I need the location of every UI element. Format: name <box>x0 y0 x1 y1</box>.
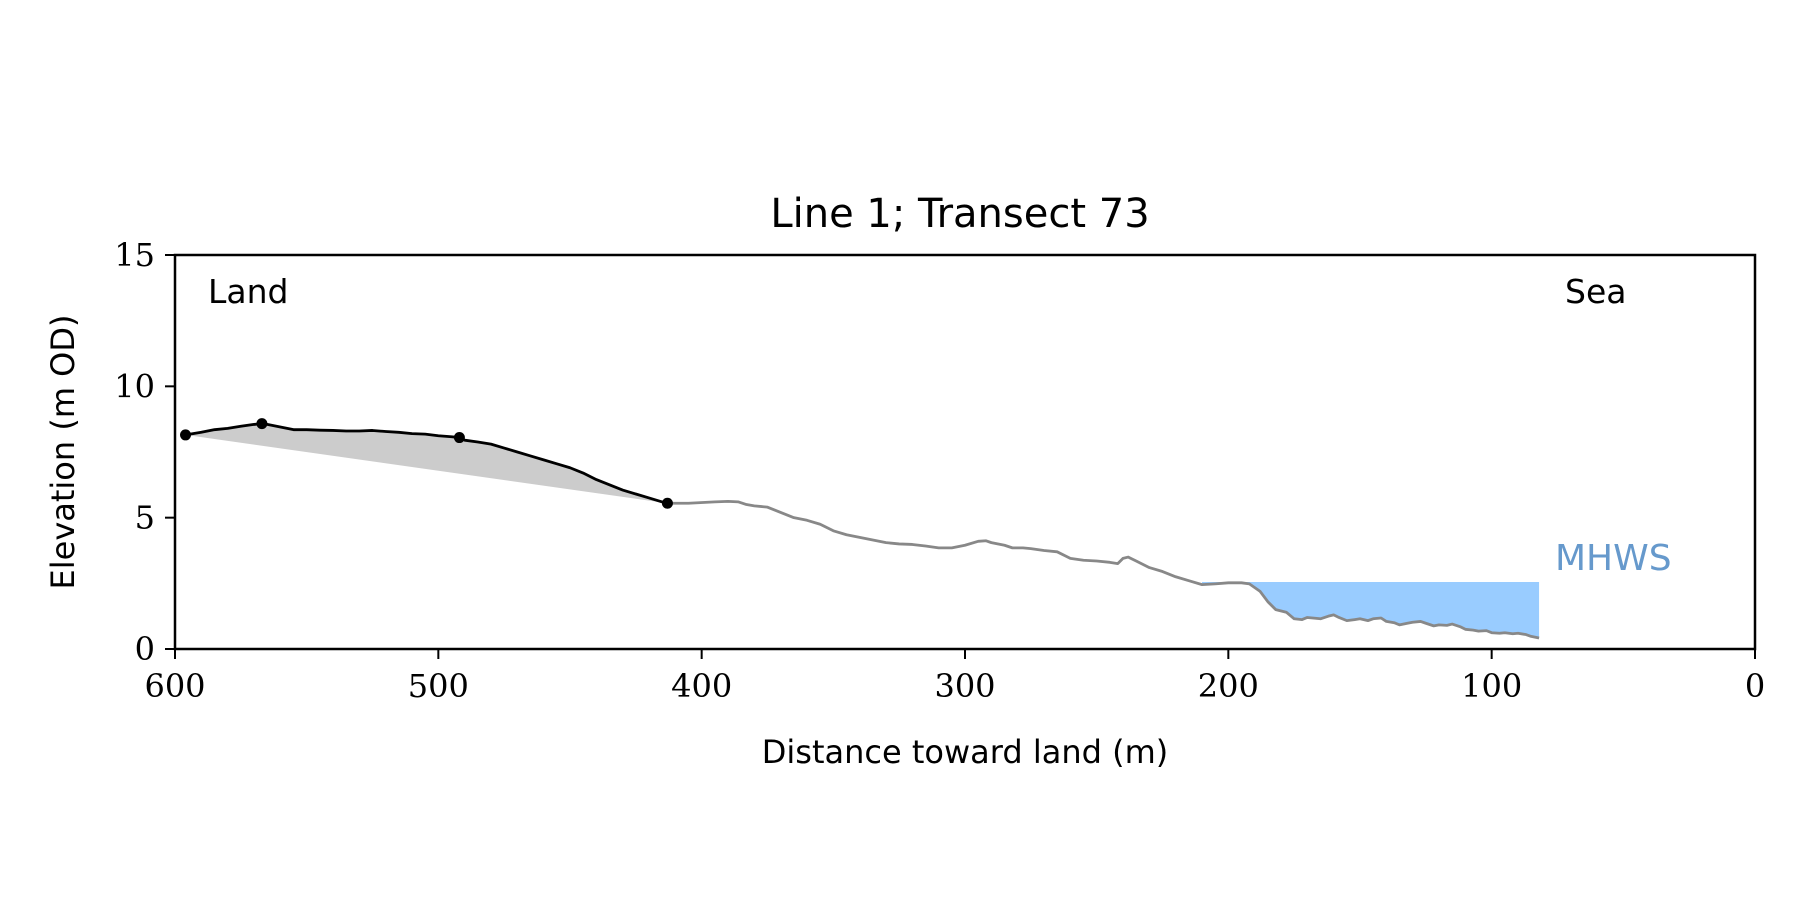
y-axis: 0 5 10 15 <box>114 236 175 668</box>
dune-marker <box>453 432 465 444</box>
beach-profile-line <box>667 499 1540 640</box>
chart-title: Line 1; Transect 73 <box>770 191 1149 237</box>
dune-marker <box>180 429 192 441</box>
y-axis-label: Elevation (m OD) <box>44 315 82 590</box>
x-tick-label: 200 <box>1198 667 1259 705</box>
x-tick-label: 400 <box>671 667 732 705</box>
x-tick-label: 300 <box>934 667 995 705</box>
x-tick-label: 100 <box>1461 667 1522 705</box>
sea-annotation: Sea <box>1565 272 1626 311</box>
dune-marker <box>661 497 673 509</box>
x-tick-label: 600 <box>144 667 205 705</box>
mhws-water-area <box>1202 582 1540 638</box>
x-axis: 600 500 400 300 200 100 0 <box>144 649 1765 705</box>
dune-marker <box>256 418 268 430</box>
plot-area <box>180 418 1540 640</box>
mhws-annotation: MHWS <box>1555 538 1672 579</box>
dune-volume-area <box>185 423 668 504</box>
x-tick-label: 500 <box>408 667 469 705</box>
x-axis-label: Distance toward land (m) <box>762 733 1168 771</box>
y-tick-label: 0 <box>135 630 155 668</box>
y-tick-label: 15 <box>114 236 155 274</box>
x-tick-label: 0 <box>1745 667 1765 705</box>
y-tick-label: 5 <box>135 499 155 537</box>
y-tick-label: 10 <box>114 367 155 405</box>
land-annotation: Land <box>208 272 288 311</box>
